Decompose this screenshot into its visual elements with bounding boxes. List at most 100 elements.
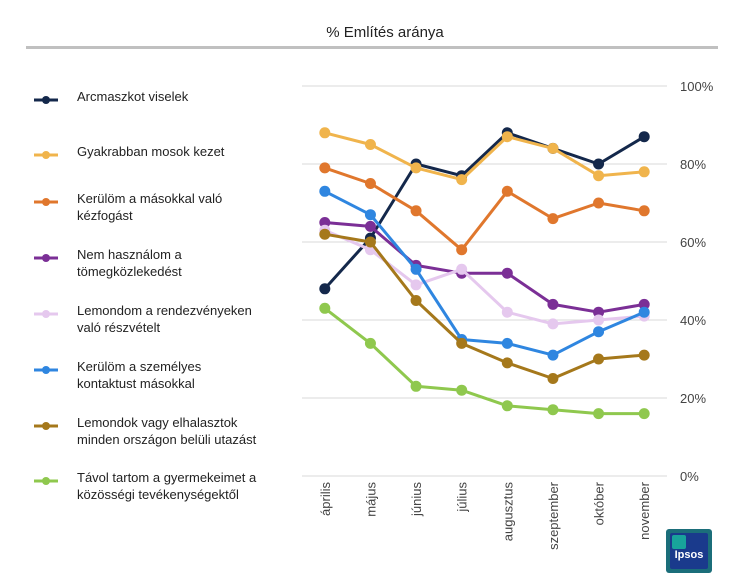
- data-point: [593, 158, 605, 170]
- data-point: [456, 337, 468, 349]
- legend-swatch-marker: [42, 254, 50, 262]
- x-tick-label: október: [592, 481, 607, 525]
- data-point: [364, 139, 376, 150]
- data-point: [319, 302, 331, 314]
- data-point: [364, 236, 376, 248]
- data-point: [638, 349, 650, 361]
- data-point: [638, 205, 650, 217]
- legend-label: tömegközlekedést: [77, 264, 182, 279]
- legend-swatch-marker: [42, 366, 50, 374]
- chart-title: % Említés aránya: [326, 24, 444, 41]
- x-tick-label: július: [455, 482, 470, 513]
- legend-label: közösségi tevékenységektől: [77, 487, 239, 502]
- legend-label: Arcmaszkot viselek: [77, 89, 189, 104]
- data-point: [364, 209, 376, 221]
- data-point: [547, 373, 559, 384]
- x-tick-label: április: [318, 482, 333, 516]
- data-point: [410, 279, 422, 291]
- data-point: [456, 384, 468, 396]
- data-point: [501, 400, 513, 412]
- x-tick-label: május: [363, 482, 378, 517]
- legend-label: kézfogást: [77, 208, 133, 223]
- data-point: [364, 220, 376, 232]
- data-point: [456, 174, 468, 186]
- y-tick-label: 100%: [680, 79, 714, 94]
- data-point: [638, 306, 650, 318]
- data-point: [593, 170, 605, 182]
- data-point: [319, 283, 331, 295]
- ipsos-logo-accent: [672, 535, 686, 549]
- legend-label: Gyakrabban mosok kezet: [77, 144, 225, 159]
- data-point: [501, 267, 513, 279]
- data-point: [547, 298, 559, 310]
- legend-swatch-marker: [42, 151, 50, 159]
- data-point: [547, 318, 559, 330]
- legend-label: való részvételt: [77, 320, 160, 335]
- data-point: [547, 404, 559, 416]
- data-point: [547, 349, 559, 361]
- data-point: [501, 306, 513, 318]
- ipsos-logo-inner: Ipsos: [670, 533, 708, 569]
- data-point: [501, 357, 513, 369]
- legend-label: Távol tartom a gyermekeimet a: [77, 470, 257, 485]
- data-point: [364, 337, 376, 349]
- y-tick-label: 0%: [680, 469, 699, 484]
- data-point: [319, 162, 331, 174]
- series-line: [324, 189, 645, 357]
- ipsos-logo-text: Ipsos: [674, 549, 704, 561]
- data-point: [501, 185, 513, 197]
- data-point: [319, 228, 331, 240]
- data-point: [410, 205, 422, 217]
- series-line: [324, 166, 645, 252]
- legend-swatch-marker: [42, 310, 50, 318]
- ipsos-logo: Ipsos: [666, 529, 712, 573]
- legend-swatch-marker: [42, 477, 50, 485]
- data-point: [501, 337, 513, 349]
- title-divider: [26, 46, 718, 49]
- data-point: [593, 306, 605, 318]
- data-point: [638, 408, 650, 420]
- legend-swatch-marker: [42, 422, 50, 430]
- data-point: [638, 166, 650, 178]
- data-point: [456, 263, 468, 275]
- data-point: [547, 142, 559, 154]
- legend-label: Lemondom a rendezvényeken: [77, 303, 252, 318]
- x-tick-label: augusztus: [500, 482, 515, 542]
- data-point: [547, 213, 559, 225]
- legend-label: Kerülöm a másokkal való: [77, 191, 222, 206]
- data-point: [410, 380, 422, 392]
- data-point: [593, 353, 605, 365]
- y-tick-label: 20%: [680, 391, 706, 406]
- data-point: [593, 408, 605, 420]
- data-point: [319, 217, 331, 228]
- series-line: [324, 131, 645, 182]
- data-point: [410, 263, 422, 275]
- legend-label: Kerülöm a személyes: [77, 359, 202, 374]
- data-point: [638, 131, 650, 143]
- legend-swatch-marker: [42, 198, 50, 206]
- y-tick-label: 40%: [680, 313, 706, 328]
- legend-label: kontaktust másokkal: [77, 376, 195, 391]
- y-tick-label: 60%: [680, 235, 706, 250]
- data-point: [410, 162, 422, 174]
- legend-label: Nem használom a: [77, 247, 183, 262]
- data-point: [364, 178, 376, 189]
- data-point: [456, 244, 468, 256]
- x-tick-label: június: [409, 482, 424, 517]
- series-line: [324, 228, 645, 326]
- data-point: [319, 127, 331, 139]
- data-point: [501, 131, 513, 143]
- legend-swatch-marker: [42, 96, 50, 104]
- data-point: [319, 185, 331, 197]
- legend-label: minden országon belüli utazást: [77, 432, 257, 447]
- data-point: [593, 326, 605, 338]
- data-point: [410, 295, 422, 306]
- data-point: [593, 314, 605, 326]
- x-tick-label: szeptember: [546, 481, 561, 550]
- x-tick-label: november: [637, 481, 652, 539]
- series-line: [324, 221, 645, 314]
- y-tick-label: 80%: [680, 157, 706, 172]
- data-point: [638, 298, 650, 310]
- series-line: [324, 232, 645, 380]
